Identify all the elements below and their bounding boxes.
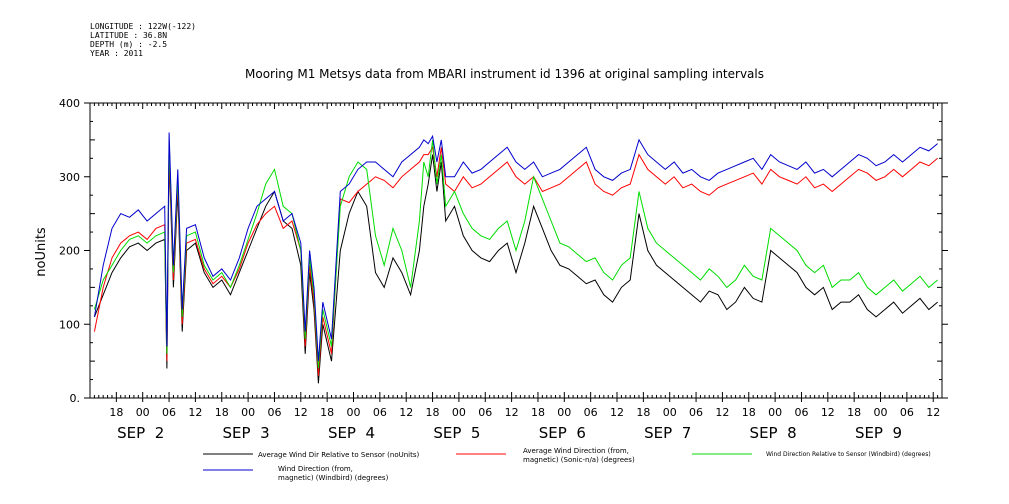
series-line-3 xyxy=(93,132,938,362)
x-hour-label: 00 xyxy=(241,406,255,419)
series-line-2 xyxy=(93,139,938,369)
x-day-label: SEP 2 xyxy=(117,424,164,442)
x-hour-label: 18 xyxy=(320,406,334,419)
x-hour-label: 18 xyxy=(742,406,756,419)
x-hour-label: 18 xyxy=(109,406,123,419)
x-hour-label: 12 xyxy=(294,406,308,419)
y-tick-label: 0. xyxy=(70,392,81,405)
x-hour-label: 12 xyxy=(821,406,835,419)
x-hour-label: 06 xyxy=(900,406,914,419)
x-hour-label: 12 xyxy=(505,406,519,419)
x-hour-label: 00 xyxy=(874,406,888,419)
legend-label-3b: magnetic) (Windbird) (degrees) xyxy=(278,474,389,482)
x-hour-label: 12 xyxy=(399,406,413,419)
y-tick-label: 300 xyxy=(59,171,80,184)
x-day-label: SEP 9 xyxy=(855,424,902,442)
x-hour-label: 06 xyxy=(162,406,176,419)
x-hour-label: 00 xyxy=(557,406,571,419)
y-tick-label: 200 xyxy=(59,245,80,258)
y-tick-label: 400 xyxy=(59,97,80,110)
x-hour-label: 00 xyxy=(663,406,677,419)
x-hour-label: 00 xyxy=(452,406,466,419)
x-hour-label: 12 xyxy=(926,406,940,419)
x-hour-label: 12 xyxy=(610,406,624,419)
meta-year: YEAR : 2011 xyxy=(90,49,143,58)
x-day-label: SEP 4 xyxy=(328,424,375,442)
legend: Average Wind Dir Relative to Sensor (noU… xyxy=(203,447,931,482)
x-hour-label: 12 xyxy=(715,406,729,419)
x-hour-label: 06 xyxy=(373,406,387,419)
legend-label-3a: Wind Direction (from, xyxy=(278,465,353,473)
x-day-label: SEP 7 xyxy=(644,424,691,442)
x-hour-label: 18 xyxy=(426,406,440,419)
meta-depth: DEPTH (m) : -2.5 xyxy=(90,40,168,49)
x-hour-label: 06 xyxy=(689,406,703,419)
meta-latitude: LATITUDE : 36.8N xyxy=(90,31,168,40)
legend-label-0: Average Wind Dir Relative to Sensor (noU… xyxy=(258,451,419,459)
meta-longitude: LONGITUDE : 122W(-122) xyxy=(90,22,196,31)
y-axis-label: noUnits xyxy=(34,227,49,277)
x-hour-label: 06 xyxy=(478,406,492,419)
series-line-0 xyxy=(93,154,938,384)
legend-label-2: Wind Direction Relative to Sensor (Windb… xyxy=(766,451,931,458)
x-hour-label: 00 xyxy=(768,406,782,419)
legend-label-1b: magnetic) (Sonic-n/a) (degrees) xyxy=(523,456,635,464)
chart-title: Mooring M1 Metsys data from MBARI instru… xyxy=(245,67,764,81)
x-hour-label: 12 xyxy=(188,406,202,419)
series-line-1 xyxy=(93,145,938,376)
metadata-block: LONGITUDE : 122W(-122) LATITUDE : 36.8N … xyxy=(90,22,196,58)
x-hour-label: 00 xyxy=(347,406,361,419)
x-hour-label: 18 xyxy=(847,406,861,419)
x-day-label: SEP 3 xyxy=(223,424,270,442)
x-hour-label: 18 xyxy=(215,406,229,419)
x-hour-label: 06 xyxy=(267,406,281,419)
legend-label-1a: Average Wind Direction (from, xyxy=(523,447,629,455)
x-day-label: SEP 6 xyxy=(539,424,586,442)
x-hour-label: 06 xyxy=(584,406,598,419)
x-hour-label: 18 xyxy=(531,406,545,419)
x-day-label: SEP 8 xyxy=(750,424,797,442)
x-hour-label: 18 xyxy=(636,406,650,419)
y-tick-label: 100 xyxy=(59,318,80,331)
x-hour-label: 00 xyxy=(136,406,150,419)
x-day-label: SEP 5 xyxy=(433,424,480,442)
x-hour-label: 06 xyxy=(794,406,808,419)
